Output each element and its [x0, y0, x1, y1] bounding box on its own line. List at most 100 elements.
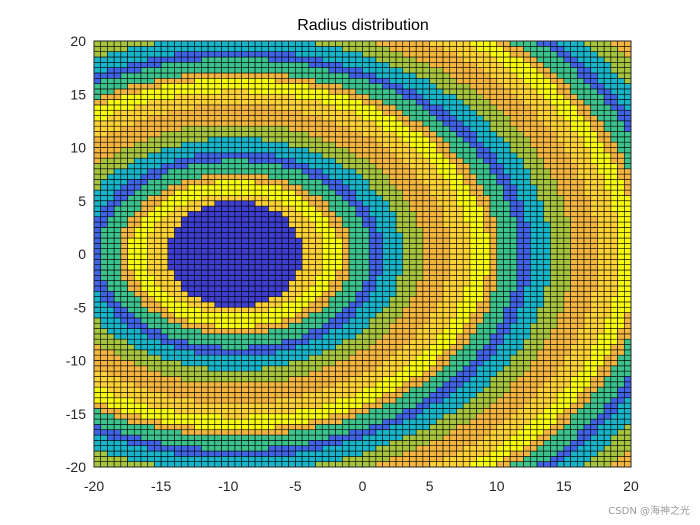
heatmap-cell: [395, 434, 404, 441]
heatmap-cell: [462, 397, 471, 404]
heatmap-cell: [395, 125, 404, 132]
heatmap-cell: [147, 429, 155, 436]
heatmap-cell: [503, 67, 511, 74]
heatmap-cell: [315, 131, 323, 138]
heatmap-cell: [368, 333, 377, 340]
heatmap-cell: [221, 349, 229, 356]
heatmap-cell: [342, 67, 350, 74]
heatmap-cell: [402, 211, 410, 218]
heatmap-cell: [140, 200, 149, 207]
heatmap-cell: [489, 115, 498, 122]
heatmap-cell: [295, 125, 303, 132]
heatmap-cell: [201, 152, 209, 159]
heatmap-cell: [436, 147, 444, 154]
heatmap-cell: [234, 237, 242, 244]
heatmap-cell: [261, 46, 269, 52]
heatmap-cell: [503, 259, 511, 265]
heatmap-cell: [321, 216, 330, 223]
heatmap-cell: [429, 189, 437, 196]
heatmap-cell: [207, 184, 216, 191]
heatmap-cell: [382, 386, 390, 393]
heatmap-cell: [274, 152, 283, 159]
heatmap-cell: [335, 445, 343, 452]
heatmap-cell: [436, 317, 444, 324]
heatmap-cell: [362, 269, 370, 276]
heatmap-cell: [362, 264, 370, 271]
heatmap-cell: [436, 253, 444, 260]
heatmap-cell: [261, 72, 269, 79]
heatmap-cell: [415, 376, 424, 383]
heatmap-cell: [268, 141, 276, 148]
heatmap-cell: [127, 115, 135, 122]
heatmap-cell: [395, 424, 404, 431]
heatmap-cell: [274, 141, 283, 148]
heatmap-cell: [483, 322, 491, 329]
heatmap-cell: [241, 317, 249, 324]
heatmap-cell: [187, 418, 195, 425]
heatmap-cell: [389, 168, 397, 175]
heatmap-cell: [368, 56, 377, 63]
heatmap-cell: [442, 296, 451, 303]
heatmap-cell: [389, 67, 397, 74]
heatmap-cell: [194, 83, 202, 90]
heatmap-cell: [503, 354, 511, 361]
heatmap-cell: [422, 136, 430, 143]
heatmap-cell: [227, 136, 236, 143]
heatmap-cell: [348, 221, 357, 228]
heatmap-cell: [368, 109, 377, 116]
heatmap-cell: [194, 456, 202, 462]
heatmap-cell: [154, 306, 162, 313]
heatmap-cell: [187, 333, 195, 340]
heatmap-cell: [133, 413, 142, 420]
heatmap-cell: [409, 104, 417, 111]
heatmap-cell: [469, 227, 477, 234]
heatmap-cell: [194, 40, 202, 47]
heatmap-cell: [315, 77, 323, 84]
heatmap-cell: [187, 163, 195, 170]
heatmap-cell: [174, 93, 182, 100]
heatmap-cell: [456, 195, 464, 202]
heatmap-cell: [315, 338, 323, 345]
heatmap-cell: [187, 243, 195, 249]
heatmap-cell: [227, 195, 236, 202]
heatmap-cell: [201, 290, 209, 297]
heatmap-cell: [422, 354, 430, 361]
heatmap-cell: [107, 434, 115, 441]
heatmap-cell: [328, 163, 336, 170]
heatmap-cell: [167, 317, 175, 324]
heatmap-cell: [368, 221, 377, 228]
heatmap-cell: [214, 450, 222, 457]
heatmap-cell: [248, 195, 256, 202]
heatmap-cell: [174, 125, 182, 132]
heatmap-cell: [154, 131, 162, 138]
heatmap-cell: [274, 392, 283, 399]
heatmap-cell: [295, 227, 303, 234]
heatmap-cell: [389, 46, 397, 52]
heatmap-cell: [375, 115, 383, 122]
heatmap-cell: [261, 440, 269, 447]
heatmap-cell: [120, 216, 128, 223]
heatmap-cell: [409, 77, 417, 84]
heatmap-cell: [335, 376, 343, 383]
heatmap-cell: [207, 93, 216, 100]
heatmap-cell: [496, 392, 504, 399]
heatmap-cell: [402, 328, 410, 335]
heatmap-cell: [469, 322, 477, 329]
heatmap-cell: [180, 450, 189, 457]
heatmap-cell: [281, 125, 289, 132]
heatmap-cell: [174, 301, 182, 308]
heatmap-cell: [335, 184, 343, 191]
heatmap-cell: [496, 296, 504, 303]
heatmap-cell: [469, 221, 477, 228]
heatmap-cell: [442, 349, 451, 356]
heatmap-cell: [194, 322, 202, 329]
heatmap-cell: [449, 264, 457, 271]
heatmap-cell: [201, 317, 209, 324]
heatmap-cell: [368, 402, 377, 409]
heatmap-cell: [342, 184, 350, 191]
heatmap-cell: [489, 104, 498, 111]
heatmap-cell: [429, 349, 437, 356]
heatmap-cell: [268, 184, 276, 191]
heatmap-cell: [362, 83, 370, 90]
heatmap-cell: [93, 461, 102, 468]
